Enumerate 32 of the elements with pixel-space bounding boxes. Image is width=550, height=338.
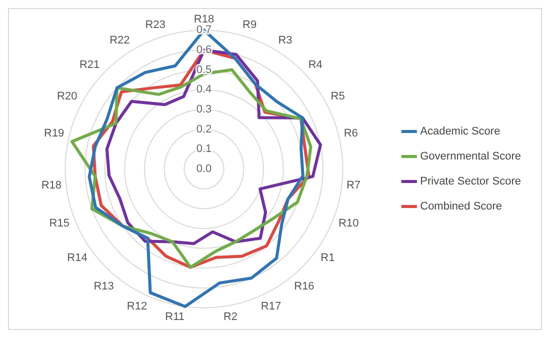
spoke-label: R18 bbox=[194, 14, 214, 26]
spoke-label: R20 bbox=[57, 90, 78, 103]
spoke-label: R16 bbox=[294, 280, 314, 292]
spoke-label: R4 bbox=[308, 58, 322, 71]
spoke-label: R17 bbox=[260, 300, 282, 313]
spoke-label: R5 bbox=[330, 90, 345, 103]
y-tick-label: 0.4 bbox=[196, 84, 212, 96]
spoke-label: R13 bbox=[94, 280, 114, 292]
y-tick-label: 0.1 bbox=[196, 143, 212, 156]
spoke-label: R7 bbox=[346, 179, 361, 192]
legend-label: Academic Score bbox=[420, 126, 500, 138]
spoke-label: R9 bbox=[242, 18, 257, 31]
legend-label: Governmental Score bbox=[420, 150, 522, 163]
spoke-label: R6 bbox=[344, 127, 358, 140]
spoke-label: R12 bbox=[126, 300, 148, 313]
spoke-label: R14 bbox=[67, 252, 88, 264]
spoke-label: R15 bbox=[49, 217, 70, 230]
spoke-label: R1 bbox=[320, 252, 335, 264]
spoke-label: R22 bbox=[110, 34, 130, 46]
legend-label: Combined Score bbox=[420, 200, 502, 213]
spoke-label: R19 bbox=[44, 127, 64, 140]
spoke-label: R23 bbox=[145, 18, 166, 31]
spoke-label: R18 bbox=[41, 179, 62, 192]
y-tick-label: 0.3 bbox=[196, 104, 212, 116]
legend-label: Private Sector Score bbox=[420, 176, 521, 188]
spoke-label: R21 bbox=[79, 58, 100, 71]
y-tick-label: 0.2 bbox=[196, 123, 212, 136]
y-tick-label: 0.0 bbox=[196, 163, 212, 176]
spoke-label: R3 bbox=[278, 34, 292, 46]
spoke-label: R10 bbox=[338, 217, 359, 230]
spoke-label: R2 bbox=[223, 311, 238, 324]
spoke-label: R11 bbox=[165, 311, 185, 324]
